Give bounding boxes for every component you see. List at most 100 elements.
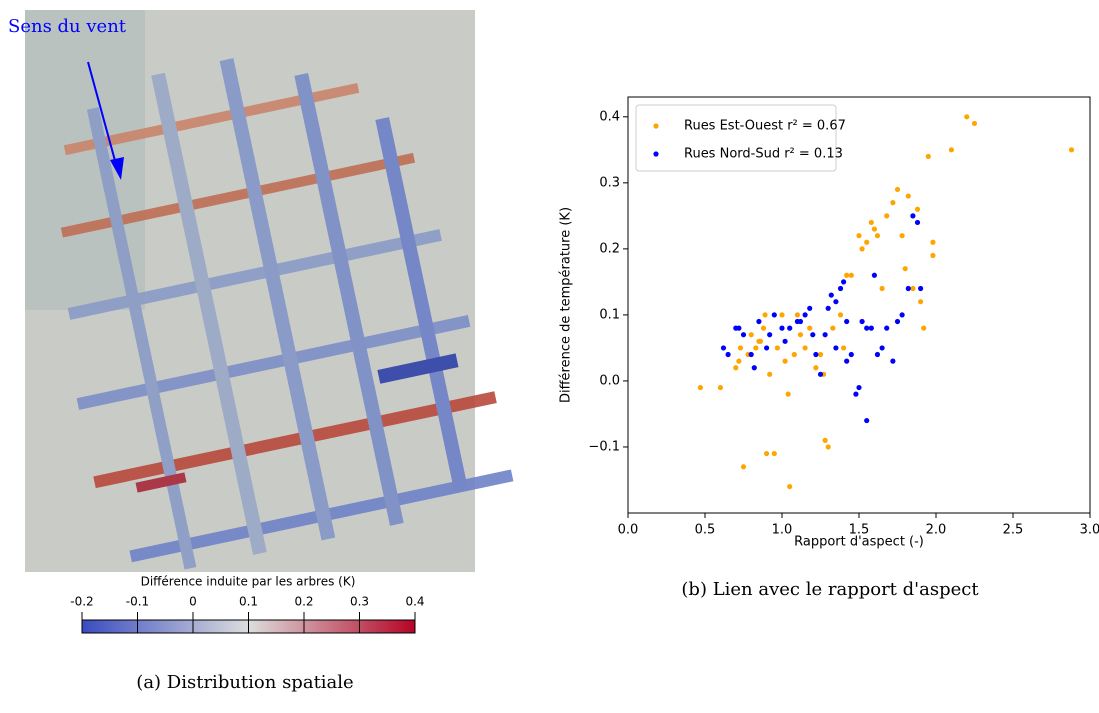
x-axis-label: Rapport d'aspect (-) xyxy=(794,535,924,550)
point xyxy=(760,325,767,331)
point xyxy=(914,206,921,212)
point xyxy=(948,147,955,153)
y-tick-label: 0.2 xyxy=(599,241,620,256)
y-tick-label: 0.0 xyxy=(599,373,620,388)
point xyxy=(853,391,859,397)
point xyxy=(874,351,881,358)
point xyxy=(848,272,854,278)
point xyxy=(921,325,927,331)
point xyxy=(871,226,878,232)
point xyxy=(737,345,744,351)
wind-arrow-head xyxy=(110,157,124,180)
point xyxy=(890,358,896,364)
point xyxy=(884,213,890,219)
point xyxy=(837,312,844,318)
point xyxy=(817,371,824,377)
point xyxy=(797,318,804,325)
point xyxy=(856,233,862,239)
point xyxy=(771,312,777,318)
point xyxy=(740,332,747,338)
point xyxy=(864,417,870,424)
colorbar-tick-label: 0 xyxy=(189,595,197,609)
point xyxy=(841,345,847,351)
point xyxy=(905,285,911,292)
x-tick-label: 2.5 xyxy=(1003,523,1024,538)
point xyxy=(925,153,931,160)
point xyxy=(864,325,870,331)
point xyxy=(779,325,785,331)
point xyxy=(894,318,901,325)
streets xyxy=(60,58,514,570)
point xyxy=(785,391,791,397)
point xyxy=(764,345,770,351)
x-tick-label: 0.5 xyxy=(695,523,716,538)
point xyxy=(810,332,816,338)
colorbar-tick-label: 0.3 xyxy=(350,595,369,609)
point xyxy=(918,285,924,292)
point xyxy=(825,305,831,311)
point xyxy=(807,305,813,311)
x-tick-label: 1.5 xyxy=(849,523,870,538)
y-tick-label: 0.1 xyxy=(599,307,620,322)
point xyxy=(971,120,978,127)
point xyxy=(825,444,831,450)
point xyxy=(697,384,703,391)
point xyxy=(756,318,762,325)
y-tick-label: 0.4 xyxy=(599,109,620,124)
point xyxy=(830,325,836,331)
point xyxy=(905,193,911,199)
point xyxy=(884,325,890,331)
point xyxy=(844,318,850,325)
point xyxy=(910,285,916,292)
point xyxy=(930,239,936,245)
point xyxy=(844,272,850,278)
colorbar-tick-label: 0.4 xyxy=(405,595,424,609)
point xyxy=(740,464,747,470)
point xyxy=(822,437,828,443)
point xyxy=(910,213,916,219)
point xyxy=(856,384,862,391)
y-axis-label: Différence de température (K) xyxy=(559,207,574,403)
point xyxy=(725,351,731,358)
point xyxy=(813,365,819,371)
point xyxy=(736,325,742,331)
y-tick-label: −0.1 xyxy=(588,439,620,454)
point xyxy=(787,483,793,490)
x-tick-label: 2.0 xyxy=(926,523,947,538)
point xyxy=(918,299,924,305)
point xyxy=(879,285,885,292)
colorbar-tick-label: 0.1 xyxy=(239,595,258,609)
point xyxy=(817,351,824,358)
legend-label: Rues Nord-Sud r² = 0.13 xyxy=(684,147,843,162)
colorbar-tick-label: -0.2 xyxy=(70,595,93,609)
wind-arrow xyxy=(87,61,118,169)
point xyxy=(720,345,727,351)
point xyxy=(899,233,905,239)
x-tick-label: 0.0 xyxy=(618,523,639,538)
point xyxy=(762,312,768,318)
point xyxy=(807,325,813,331)
point xyxy=(767,371,773,377)
legend xyxy=(635,104,837,172)
point xyxy=(871,272,878,278)
point xyxy=(1068,147,1075,153)
annotation: Sens du vent xyxy=(8,16,127,37)
point xyxy=(767,332,773,338)
point xyxy=(859,318,865,325)
point xyxy=(717,384,724,391)
point xyxy=(890,200,896,206)
colorbar-label: Différence induite par les arbres (K) xyxy=(141,575,356,589)
point xyxy=(787,325,793,331)
point xyxy=(848,351,854,358)
point xyxy=(822,332,828,338)
point xyxy=(902,266,908,272)
point xyxy=(844,358,850,364)
point xyxy=(899,312,905,318)
point xyxy=(828,292,834,298)
point xyxy=(930,252,936,259)
point xyxy=(748,332,754,338)
point xyxy=(733,365,739,371)
point xyxy=(841,279,847,285)
